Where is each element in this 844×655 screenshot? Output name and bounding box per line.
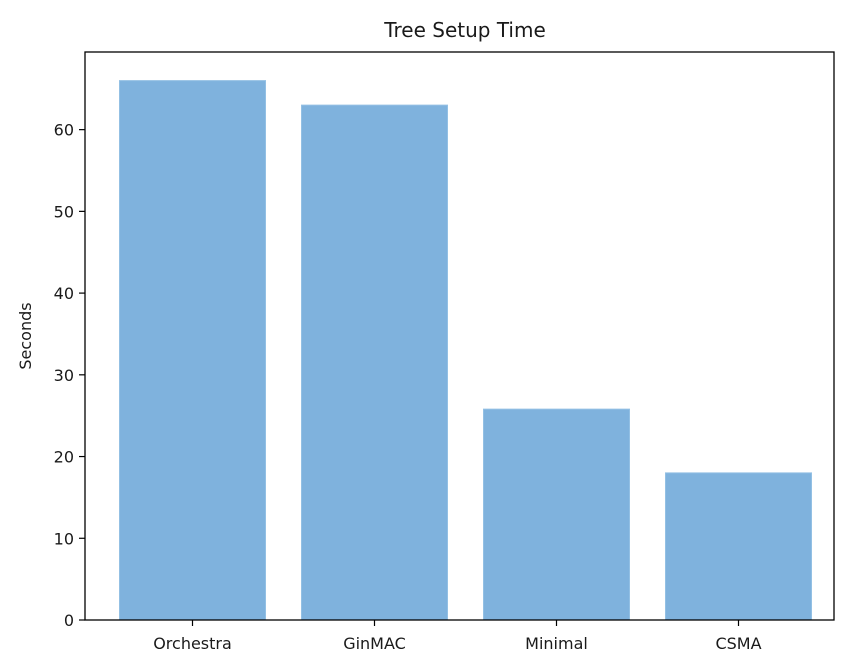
x-tick-label: CSMA bbox=[715, 634, 761, 653]
y-tick-label: 50 bbox=[54, 202, 74, 221]
y-axis-label: Seconds bbox=[16, 302, 35, 369]
bar-csma bbox=[665, 472, 812, 621]
y-tick-label: 40 bbox=[54, 284, 74, 303]
plot-frame bbox=[84, 51, 835, 621]
y-tick-label: 30 bbox=[54, 366, 74, 385]
chart-title: Tree Setup Time bbox=[383, 18, 546, 42]
bar-orchestra bbox=[119, 80, 266, 621]
x-axis: Orchestra GinMAC Minimal CSMA bbox=[153, 620, 762, 653]
x-tick-label: Minimal bbox=[525, 634, 588, 653]
y-axis: 0 10 20 30 40 50 60 bbox=[54, 121, 85, 630]
bars-group bbox=[119, 80, 812, 621]
bar-ginmac bbox=[301, 104, 448, 621]
y-tick-label: 20 bbox=[54, 448, 74, 467]
y-tick-label: 10 bbox=[54, 529, 74, 548]
x-tick-label: Orchestra bbox=[153, 634, 232, 653]
bar-minimal bbox=[483, 408, 630, 621]
x-tick-label: GinMAC bbox=[343, 634, 406, 653]
y-tick-label: 0 bbox=[64, 611, 74, 630]
y-tick-label: 60 bbox=[54, 121, 74, 140]
